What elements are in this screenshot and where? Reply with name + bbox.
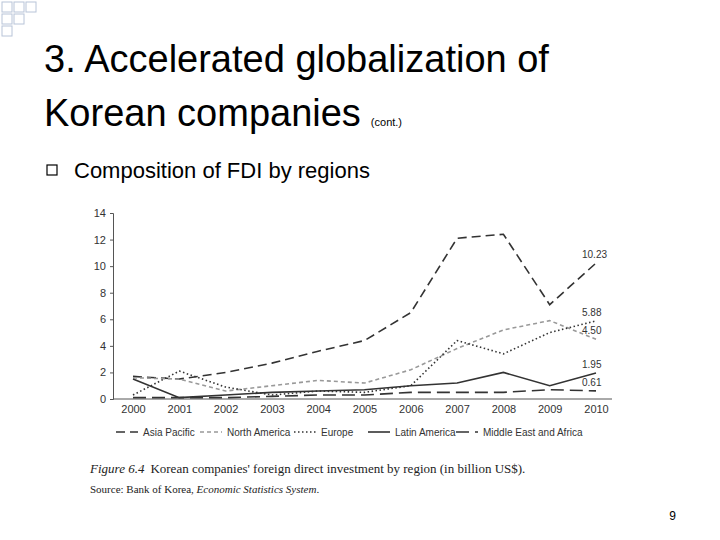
legend-label: Europe <box>321 427 354 438</box>
legend-swatch <box>200 431 222 433</box>
legend-label: Asia Pacific <box>143 427 195 438</box>
series-line <box>133 372 596 397</box>
y-tick: 8 <box>100 287 113 299</box>
y-axis-line <box>110 214 114 400</box>
decoration <box>2 2 36 36</box>
chart: 0246810121420002001200220032004200520062… <box>94 207 612 438</box>
y-tick: 12 <box>94 234 113 246</box>
y-tick-label: 10 <box>94 260 106 272</box>
annotation: 10.23 <box>582 249 607 260</box>
x-tick: 2005 <box>353 399 377 415</box>
x-tick: 2006 <box>399 399 423 415</box>
chart-title: Korean companies' foreign direct investm… <box>150 461 525 476</box>
source: Source: Bank of Korea, Economic Statisti… <box>90 483 319 495</box>
page-number: 9 <box>669 509 676 523</box>
decoration-square <box>26 2 36 12</box>
source-part: Source: Bank of Korea, <box>90 483 197 495</box>
figure-label: Figure 6.4 <box>89 461 145 476</box>
annotation: 0.61 <box>582 377 602 388</box>
x-tick-label: 2004 <box>306 403 330 415</box>
caption: Figure 6.4 Korean companies' foreign dire… <box>89 461 525 476</box>
source-part: . <box>316 483 319 495</box>
decoration-square <box>2 26 12 36</box>
y-tick: 2 <box>100 366 113 378</box>
y-tick-label: 8 <box>100 287 106 299</box>
series-line <box>133 390 596 398</box>
x-tick: 2007 <box>445 399 469 415</box>
decoration-square <box>2 2 12 12</box>
bullet-text: Composition of FDI by regions <box>74 158 370 183</box>
decoration-square <box>14 14 24 24</box>
source-part: Economic Statistics System <box>196 483 317 495</box>
x-tick-label: 2010 <box>584 403 608 415</box>
y-tick-mark <box>110 372 113 373</box>
x-tick-label: 2005 <box>353 403 377 415</box>
x-axis-line <box>113 399 612 400</box>
x-tick: 2004 <box>306 399 330 415</box>
x-tick-label: 2007 <box>445 403 469 415</box>
x-tick: 2002 <box>214 399 238 415</box>
legend-label: Latin America <box>395 427 456 438</box>
y-tick-mark <box>110 213 113 214</box>
annotation: 1.95 <box>582 359 602 370</box>
y-tick: 0 <box>100 393 113 405</box>
y-tick-label: 4 <box>100 340 106 352</box>
y-tick-label: 12 <box>94 234 106 246</box>
x-tick-label: 2000 <box>121 403 145 415</box>
y-axis: 0 2 4 6 8 10 12 14 <box>94 207 114 405</box>
y-tick-mark <box>110 319 113 320</box>
legend-swatch <box>294 431 316 433</box>
x-tick-label: 2009 <box>538 403 562 415</box>
y-tick-mark <box>110 266 113 267</box>
x-tick-label: 2003 <box>260 403 284 415</box>
x-tick-label: 2006 <box>399 403 423 415</box>
y-tick-mark <box>110 399 113 400</box>
x-tick: 2010 <box>584 399 608 415</box>
x-tick-label: 2002 <box>214 403 238 415</box>
legend-label: North America <box>227 427 291 438</box>
legend-swatch <box>456 431 478 433</box>
y-tick-mark <box>110 240 113 241</box>
slide-title: Korean companies <box>44 92 361 134</box>
x-tick: 2001 <box>168 399 192 415</box>
y-tick-label: 14 <box>94 207 106 219</box>
y-tick: 4 <box>100 340 113 352</box>
series-line <box>133 234 596 379</box>
x-tick-label: 2001 <box>168 403 192 415</box>
annotation: 5.88 <box>582 307 602 318</box>
x-tick: 2003 <box>260 399 284 415</box>
legend-swatch <box>368 431 390 433</box>
bullet-marker <box>47 165 57 175</box>
series-line <box>133 321 596 395</box>
slide: 3. Accelerated globalization of Korean co… <box>0 0 720 540</box>
decoration-square <box>14 2 24 12</box>
legend: Asia Pacific North America Europe Latin Ame… <box>116 427 583 438</box>
legend-label: Middle East and Africa <box>483 427 583 438</box>
annotation: 4.50 <box>582 325 602 336</box>
legend-swatch <box>116 431 138 433</box>
x-tick-label: 2008 <box>492 403 516 415</box>
y-tick: 6 <box>100 313 113 325</box>
x-tick: 2009 <box>538 399 562 415</box>
y-tick-mark <box>110 293 113 294</box>
x-tick: 2008 <box>492 399 516 415</box>
y-tick: 10 <box>94 260 113 272</box>
series-line <box>133 321 596 391</box>
plot-area <box>133 234 596 397</box>
y-tick-label: 6 <box>100 313 106 325</box>
x-axis: 2000 2001 2002 2003 2004 2005 2006 2007 2008 2009… <box>113 399 612 415</box>
y-tick-label: 0 <box>100 393 106 405</box>
slide-title: 3. Accelerated globalization of <box>44 38 549 80</box>
title-note: (cont.) <box>371 116 402 128</box>
y-tick-label: 2 <box>100 366 106 378</box>
decoration-square <box>2 14 12 24</box>
y-tick-mark <box>110 346 113 347</box>
x-tick: 2000 <box>121 399 145 415</box>
y-tick: 14 <box>94 207 113 219</box>
